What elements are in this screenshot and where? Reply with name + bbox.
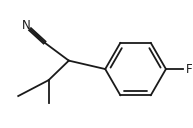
Text: F: F [185, 63, 192, 76]
Text: N: N [22, 19, 30, 32]
